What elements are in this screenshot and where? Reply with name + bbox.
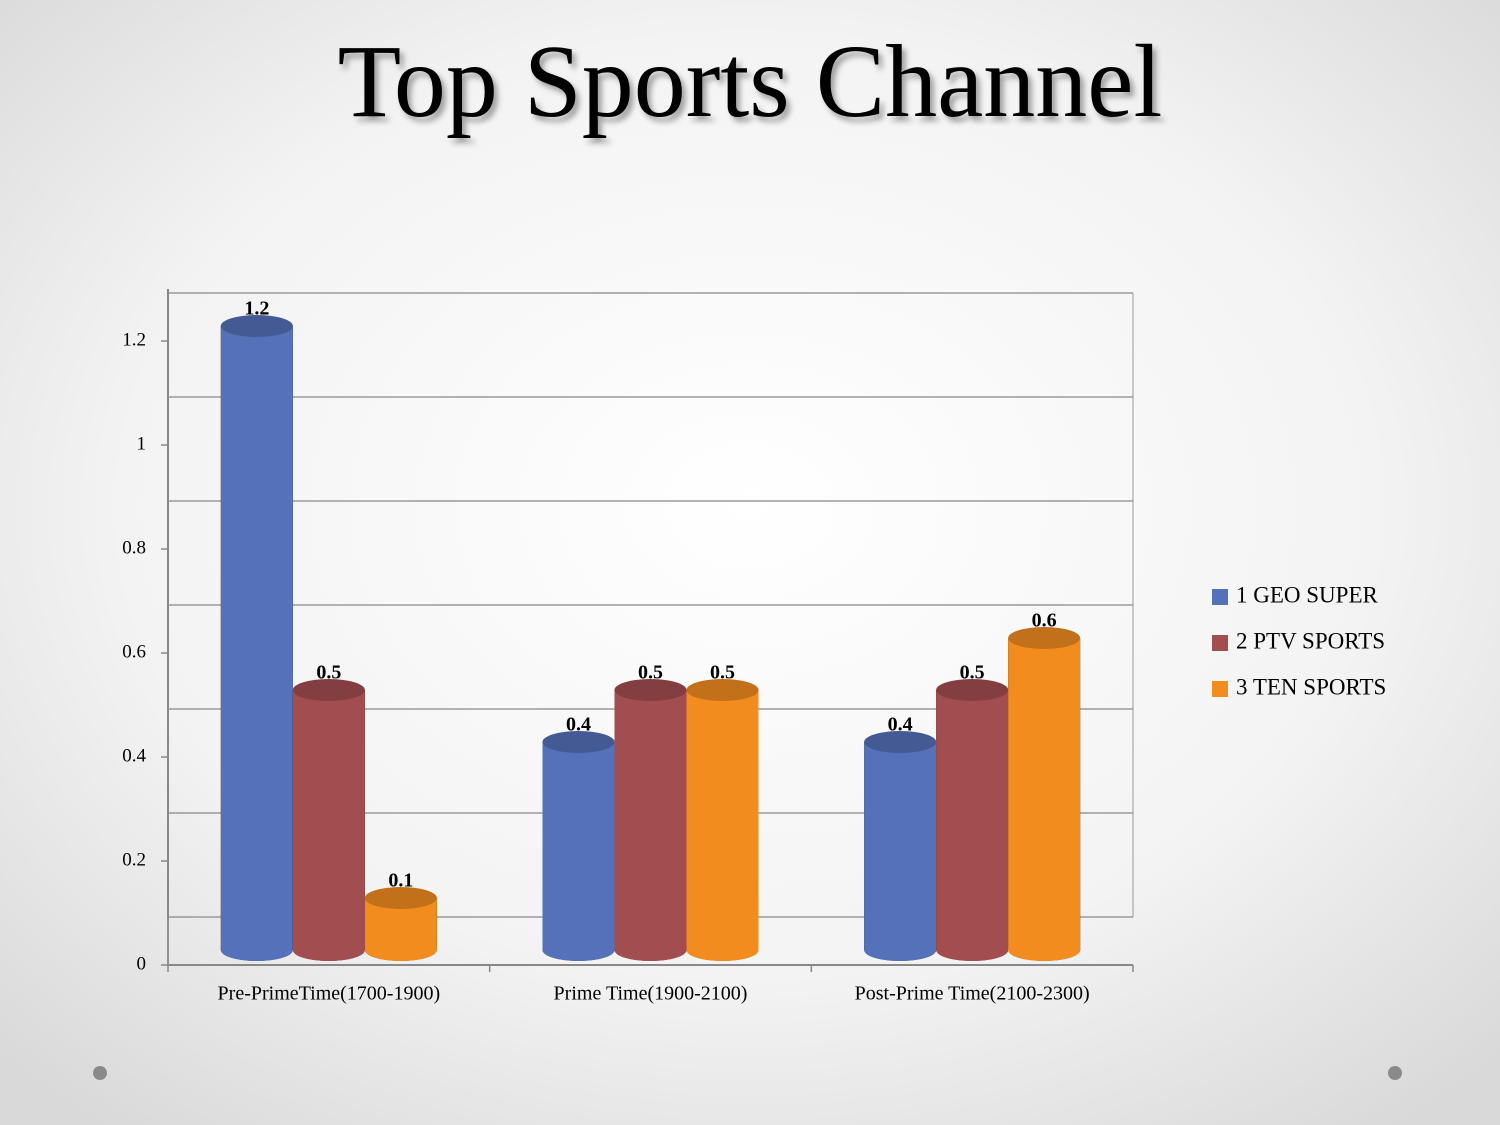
decor-dot <box>1388 1066 1402 1080</box>
y-tick-label: 0 <box>137 953 147 974</box>
value-label: 1.2 <box>244 298 269 320</box>
cylinder <box>220 315 293 961</box>
chart-title: Top Sports Channel <box>338 24 1163 139</box>
value-label: 0.5 <box>316 662 341 684</box>
bar-base-front <box>686 939 759 961</box>
legend-label: 2 PTV SPORTS <box>1236 628 1385 653</box>
cylinder <box>1008 627 1081 961</box>
bar <box>1008 638 1081 950</box>
value-label: 0.5 <box>960 662 985 684</box>
x-tick-label: Pre-PrimeTime(1700-1900) <box>218 983 441 1005</box>
bar-top <box>936 679 1009 701</box>
legend-swatch <box>1212 589 1228 605</box>
bar <box>542 742 615 950</box>
cylinder <box>542 731 615 961</box>
decor-dot <box>93 1066 107 1080</box>
cylinder <box>936 679 1009 961</box>
cylinder <box>614 679 687 961</box>
y-tick-label: 1 <box>137 433 147 454</box>
bar <box>686 690 759 950</box>
bar-top <box>1008 627 1081 649</box>
cylinder <box>364 887 437 961</box>
bar-top <box>686 679 759 701</box>
bar-top <box>220 315 293 337</box>
cylinder <box>292 679 365 961</box>
bar-base-front <box>220 939 293 961</box>
bar <box>614 690 687 950</box>
cylinder <box>864 731 937 961</box>
bar-top <box>542 731 615 753</box>
bar-base-front <box>936 939 1009 961</box>
cylinder <box>686 679 759 961</box>
bar <box>936 690 1009 950</box>
bar-top <box>864 731 937 753</box>
legend-swatch <box>1212 635 1228 651</box>
bar <box>220 326 293 950</box>
bar-base-front <box>1008 939 1081 961</box>
y-tick-label: 0.6 <box>122 641 146 662</box>
value-label: 0.6 <box>1032 610 1057 632</box>
value-label: 0.1 <box>388 870 413 892</box>
bar-top <box>292 679 365 701</box>
bar-base-front <box>542 939 615 961</box>
bar <box>292 690 365 950</box>
x-tick-label: Post-Prime Time(2100-2300) <box>855 983 1090 1005</box>
legend-label: 1 GEO SUPER <box>1236 582 1379 607</box>
legend-label: 3 TEN SPORTS <box>1236 674 1386 699</box>
bar-base-front <box>614 939 687 961</box>
y-tick-label: 0.4 <box>122 745 146 766</box>
value-label: 0.5 <box>710 662 735 684</box>
bar <box>864 742 937 950</box>
value-label: 0.5 <box>638 662 663 684</box>
value-label: 0.4 <box>566 714 591 736</box>
y-tick-label: 0.8 <box>122 537 146 558</box>
bar-base-front <box>864 939 937 961</box>
legend-swatch <box>1212 681 1228 697</box>
bar-top <box>614 679 687 701</box>
value-label: 0.4 <box>888 714 913 736</box>
bar-base-front <box>364 939 437 961</box>
y-tick-label: 1.2 <box>122 329 146 350</box>
y-tick-label: 0.2 <box>122 849 146 870</box>
x-tick-label: Prime Time(1900-2100) <box>554 983 748 1005</box>
bar-base-front <box>292 939 365 961</box>
bar-top <box>364 887 437 909</box>
